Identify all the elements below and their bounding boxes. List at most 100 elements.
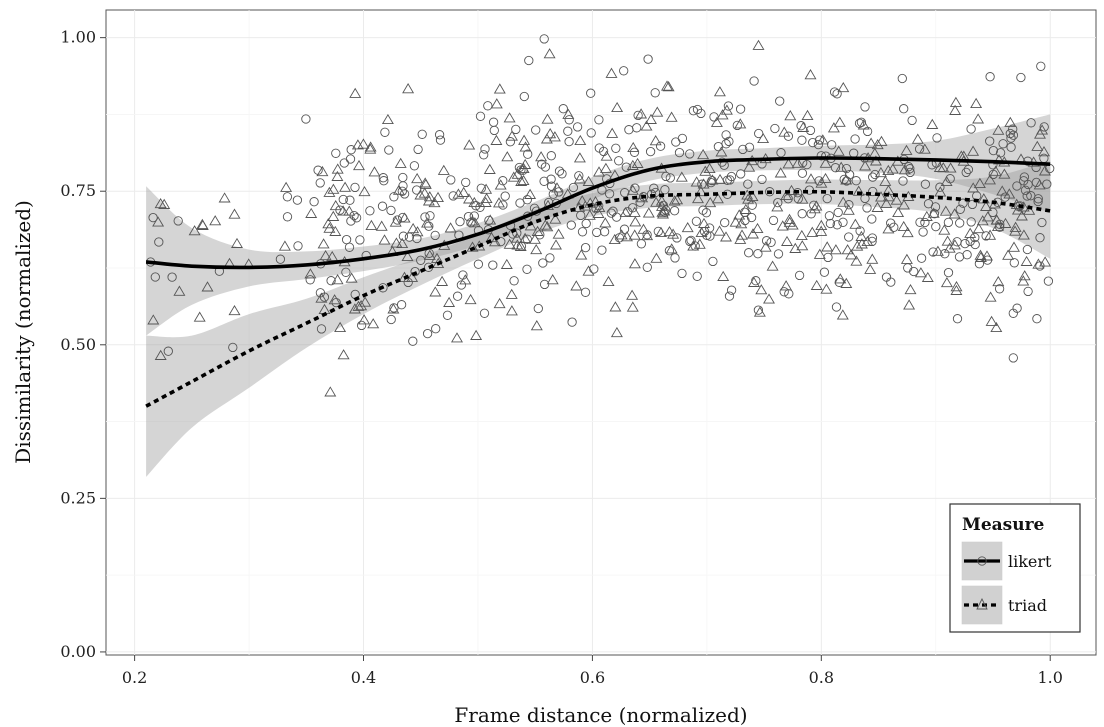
point-triad [939, 205, 952, 216]
smooth-lines [145, 156, 1051, 408]
point-triad [713, 86, 726, 97]
point-likert [797, 168, 808, 178]
smooth-line-triad [145, 189, 1051, 408]
point-triad [541, 221, 554, 232]
point-likert [392, 215, 403, 225]
point-likert [958, 198, 968, 208]
point-triad [470, 329, 483, 340]
point-likert [819, 267, 830, 277]
point-triad [152, 216, 165, 227]
point-triad [819, 172, 832, 184]
point-likert [315, 288, 326, 298]
point-triad [514, 240, 527, 251]
point-likert [743, 179, 753, 189]
point-likert [765, 187, 775, 197]
point-likert [350, 182, 360, 193]
point-likert [315, 178, 325, 188]
point-likert [167, 272, 177, 282]
point-triad [419, 178, 432, 189]
point-triad [357, 138, 370, 149]
point-likert [932, 133, 942, 143]
confidence-band-triad [146, 160, 1051, 477]
point-triad [592, 207, 605, 218]
point-triad [466, 241, 479, 252]
point-triad [519, 141, 532, 152]
point-likert [608, 206, 618, 216]
point-likert [797, 135, 807, 145]
point-likert [943, 217, 954, 228]
point-likert [773, 197, 783, 208]
point-triad [748, 276, 760, 287]
point-triad [610, 326, 623, 338]
point-triad [667, 228, 680, 239]
point-likert [292, 195, 303, 205]
point-likert [870, 169, 880, 180]
point-triad [992, 276, 1005, 287]
point-triad [326, 250, 339, 262]
point-likert [619, 66, 629, 76]
point-likert [1006, 133, 1016, 143]
point-triad [493, 83, 506, 94]
point-triad [720, 231, 732, 242]
point-likert [475, 202, 485, 212]
point-triad [1008, 241, 1020, 252]
point-triad [829, 244, 842, 255]
point-likert [960, 238, 970, 249]
point-likert [346, 145, 356, 155]
point-likert [614, 156, 624, 166]
point-likert [512, 228, 522, 238]
point-likert [1008, 130, 1019, 140]
point-likert [365, 206, 375, 216]
point-triad [626, 301, 639, 312]
point-triad [394, 157, 407, 168]
point-triad [781, 235, 793, 246]
point-likert [377, 201, 388, 211]
point-triad [948, 208, 961, 219]
x-tick-label: 0.6 [580, 668, 605, 687]
point-triad [479, 196, 492, 207]
point-triad [991, 220, 1004, 232]
point-triad [628, 229, 641, 240]
point-triad [850, 255, 863, 266]
point-triad [628, 206, 641, 217]
point-triad [694, 185, 707, 197]
point-likert [524, 55, 534, 66]
point-triad [984, 291, 997, 302]
point-triad [1023, 204, 1036, 215]
point-likert [802, 159, 812, 170]
point-triad [980, 200, 992, 211]
point-likert [749, 76, 759, 86]
point-likert [379, 176, 389, 186]
point-likert [531, 125, 541, 135]
point-likert [723, 101, 734, 111]
point-triad [755, 284, 768, 295]
point-triad [981, 211, 994, 222]
point-triad [861, 235, 874, 247]
point-triad [552, 228, 565, 239]
point-likert [316, 324, 327, 334]
point-triad [879, 175, 892, 186]
point-triad [903, 299, 916, 310]
point-triad [345, 272, 358, 283]
point-triad [582, 265, 595, 276]
point-likert [606, 208, 616, 218]
point-triad [1018, 270, 1031, 281]
point-triad [797, 121, 810, 132]
point-likert [998, 139, 1008, 149]
point-triad [1031, 140, 1044, 151]
point-likert [825, 218, 836, 229]
point-triad [519, 232, 532, 243]
point-likert [832, 89, 842, 99]
point-likert [1012, 181, 1022, 191]
point-triad [609, 301, 622, 312]
point-triad [323, 222, 336, 233]
point-likert [356, 320, 367, 331]
point-triad [493, 297, 506, 309]
point-triad [621, 231, 633, 242]
point-triad [937, 162, 950, 173]
point-triad [228, 208, 241, 219]
point-likert [523, 149, 533, 159]
point-likert [1023, 286, 1033, 297]
point-triad [882, 223, 895, 234]
point-likert [642, 262, 652, 272]
